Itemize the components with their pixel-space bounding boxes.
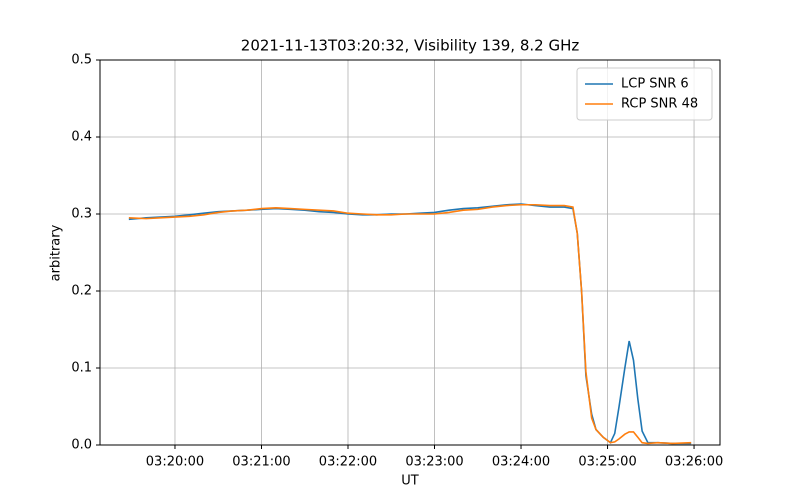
y-tick-label: 0.5 xyxy=(71,53,92,68)
y-tick-label: 0.2 xyxy=(71,284,92,299)
legend-frame xyxy=(576,67,713,121)
y-tick-label: 0.4 xyxy=(71,130,92,145)
x-tick-label: 03:21:00 xyxy=(232,455,290,470)
y-axis-label: arbitrary xyxy=(49,224,64,281)
data-line xyxy=(128,203,692,445)
x-tick-label: 03:24:00 xyxy=(492,455,550,470)
x-tick-label: 03:22:00 xyxy=(319,455,377,470)
legend: LCP SNR 6 RCP SNR 48 xyxy=(576,67,713,121)
x-tick-label: 03:23:00 xyxy=(405,455,463,470)
y-tick-label: 0.3 xyxy=(71,207,92,222)
x-tick-label: 03:25:00 xyxy=(578,455,636,470)
x-tick-label: 03:20:00 xyxy=(146,455,204,470)
chart-title: 2021-11-13T03:20:32, Visibility 139, 8.2… xyxy=(241,37,580,55)
data-line xyxy=(128,203,692,445)
y-tick-label: 0.1 xyxy=(71,361,92,376)
x-tick-label: 03:26:00 xyxy=(665,455,723,470)
legend-label: RCP SNR 48 xyxy=(621,97,698,112)
y-tick-label: 0.0 xyxy=(71,438,92,453)
x-axis-label: UT xyxy=(401,474,419,489)
legend-label: LCP SNR 6 xyxy=(621,77,689,92)
plot-frame xyxy=(99,59,721,446)
